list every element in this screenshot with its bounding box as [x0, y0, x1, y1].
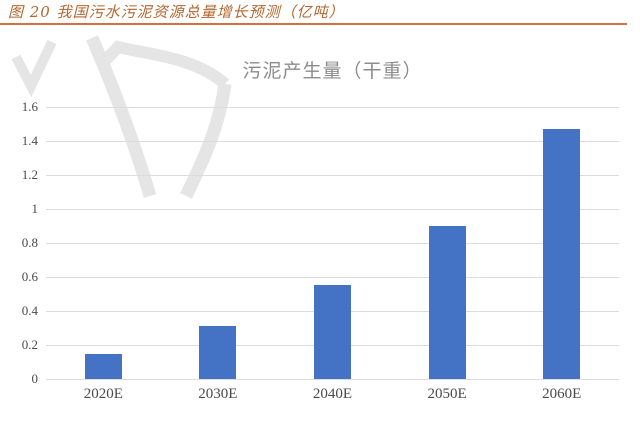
figure-caption: 图 20 我国污水污泥资源总量增长预测（亿吨）: [8, 3, 345, 21]
x-axis-tick-label: 2050E: [427, 386, 467, 402]
y-axis-tick-label: 1.2: [21, 167, 38, 182]
bar-2020E: [84, 354, 122, 379]
x-axis-tick-label: 2020E: [83, 386, 123, 402]
gridline: [46, 208, 619, 210]
gridline: [46, 242, 619, 244]
y-axis-tick-label: 1: [31, 201, 39, 216]
gridline: [46, 276, 619, 278]
plot-area: [46, 106, 619, 380]
bar-2050E: [428, 226, 466, 379]
y-axis-tick-label: 0.4: [21, 303, 38, 318]
y-axis-tick-label: 0.6: [21, 269, 38, 284]
x-axis-tick-label: 2040E: [312, 386, 353, 402]
y-axis-tick-label: 0.2: [21, 337, 38, 352]
y-axis-tick-label: 0: [31, 371, 39, 386]
chart-title: 污泥产生量（干重）: [242, 61, 423, 82]
bar-2030E: [199, 326, 237, 379]
x-axis-tick-label: 2030E: [198, 386, 238, 402]
gridline: [46, 378, 619, 380]
caption-underline: [0, 23, 627, 25]
gridline: [46, 140, 619, 142]
bar-2060E: [543, 129, 581, 379]
gridline: [46, 106, 619, 108]
y-axis-tick-label: 0.8: [21, 235, 38, 250]
gridline: [46, 174, 619, 176]
x-axis-tick-label: 2060E: [542, 386, 582, 402]
bar-2040E: [314, 285, 351, 379]
y-axis-tick-label: 1.4: [21, 133, 38, 148]
y-axis-tick-label: 1.6: [21, 99, 38, 114]
